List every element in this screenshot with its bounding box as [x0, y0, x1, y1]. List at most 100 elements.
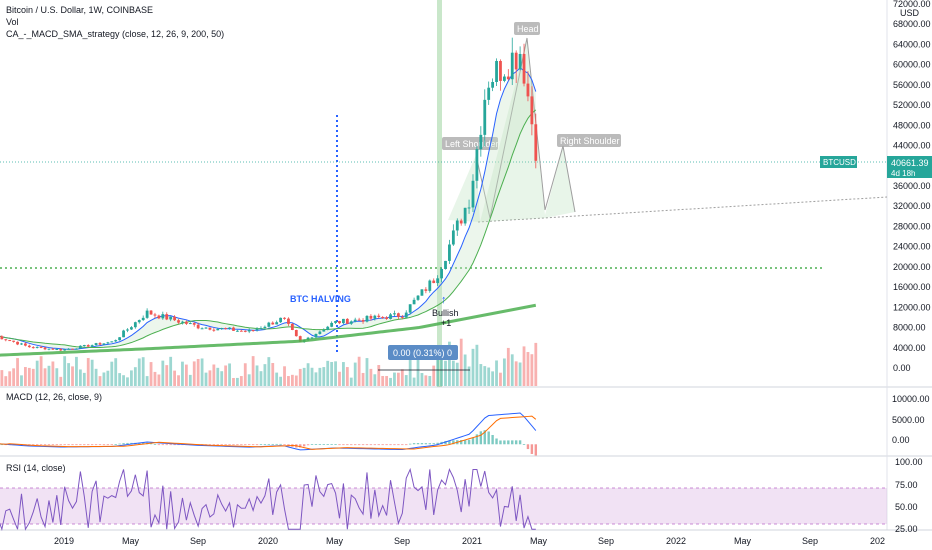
rsi-line [0, 467, 536, 532]
volume-bar [263, 364, 267, 386]
volume-bar [444, 360, 447, 386]
price-axis-unit: USD [900, 8, 920, 18]
macd-hist-bar [460, 440, 463, 445]
macd-hist-bar [102, 444, 106, 446]
candle-body [224, 328, 228, 330]
volume-bar [377, 365, 381, 386]
candle-body [514, 52, 518, 70]
macd-hist-bar [420, 443, 424, 445]
candle-body [357, 319, 361, 321]
volume-bar [157, 374, 161, 386]
volume-bar [90, 359, 94, 386]
candle-body [47, 348, 51, 350]
price-tick: 12000.00 [893, 302, 931, 312]
time-tick: May [326, 536, 344, 546]
macd-hist-bar [365, 444, 369, 446]
volume-bar [169, 356, 173, 386]
volume-bar [67, 363, 70, 386]
time-axis[interactable]: 2019 May Sep 2020 May Sep 2021 May Sep 2022 May Sep… [54, 536, 885, 546]
macd-hist-bar [212, 444, 216, 446]
macd-hist-bar [412, 443, 416, 445]
price-axis[interactable]: 72000.00 68000.00 64000.00 60000.00 56000.00… [893, 0, 931, 373]
right-shoulder-label: Right Shoulder [560, 136, 620, 146]
candle-body [510, 52, 514, 80]
macd-hist-bar [110, 444, 113, 446]
macd-hist-bar [122, 443, 125, 445]
macd-hist-bar [165, 444, 168, 446]
macd-hist-bar [322, 444, 325, 445]
volume-bar [106, 370, 110, 386]
candle-body [526, 83, 530, 97]
candle-body [495, 60, 498, 82]
macd-hist-bar [299, 444, 302, 448]
macd-hist-bar [263, 444, 267, 445]
volume-bar [381, 375, 385, 386]
volume-bar [122, 375, 125, 386]
macd-hist-bar [98, 444, 102, 446]
volume-bar [314, 372, 318, 386]
volume-bar [345, 367, 349, 386]
candle-body [16, 341, 19, 345]
highlight-band [437, 0, 442, 387]
macd-hist-bar [463, 439, 467, 445]
candle-body [369, 315, 373, 319]
candle-body [12, 340, 16, 342]
time-tick: Sep [598, 536, 614, 546]
macd-hist-bar [330, 444, 333, 445]
candle-body [173, 316, 177, 321]
candle-body [424, 289, 428, 291]
macd-hist-bar [247, 444, 251, 446]
volume-bar [114, 358, 118, 386]
candle-body [502, 76, 506, 81]
candle-body [27, 345, 31, 348]
macd-hist-bar [255, 444, 259, 446]
candle-body [94, 343, 98, 346]
price-tick: 0.00 [893, 363, 911, 373]
macd-hist-bar [401, 444, 404, 446]
rsi-tick-100: 100.00 [895, 457, 923, 467]
candle-body [436, 278, 440, 284]
volume-bar [236, 377, 239, 386]
volume-bar [251, 356, 255, 386]
macd-hist-bar [507, 440, 510, 445]
measure-box[interactable] [388, 345, 458, 360]
candle-body [236, 330, 239, 332]
candle-body [208, 327, 212, 330]
candle-body [322, 329, 326, 332]
volume-bar [369, 368, 373, 386]
volume-bar [389, 377, 392, 386]
macd-hist-bar [373, 444, 377, 446]
time-tick: Sep [802, 536, 818, 546]
volume-bar [78, 369, 82, 386]
macd-hist-bar [216, 444, 219, 446]
volume-bar [12, 368, 16, 386]
volume-bar [349, 377, 353, 386]
candle-body [487, 87, 491, 100]
macd-hist-bar [357, 444, 361, 446]
volume-bar [396, 372, 400, 386]
candle-body [365, 315, 369, 322]
price-tick: 48000.00 [893, 120, 931, 130]
volume-bar [290, 374, 294, 386]
macd-hist-bar [75, 444, 78, 446]
candle-body [306, 337, 310, 340]
last-price-badge[interactable] [887, 156, 932, 178]
candle-body [82, 345, 86, 347]
candle-body [448, 244, 451, 261]
candle-body [90, 345, 94, 347]
macd-hist-bar [71, 444, 74, 446]
candle-body [216, 328, 220, 331]
price-tick: 24000.00 [893, 242, 931, 252]
candle-body [204, 327, 208, 329]
volume-bar [408, 358, 412, 386]
volume-bar [20, 375, 23, 386]
candle-body [114, 340, 118, 342]
volume-bar [361, 372, 365, 386]
neckline[interactable] [477, 196, 888, 223]
candle-body [420, 289, 424, 296]
candle-body [102, 343, 106, 345]
candle-body [349, 321, 353, 324]
volume-bar [353, 362, 357, 386]
candle-body [133, 322, 137, 328]
candle-body [98, 343, 102, 345]
